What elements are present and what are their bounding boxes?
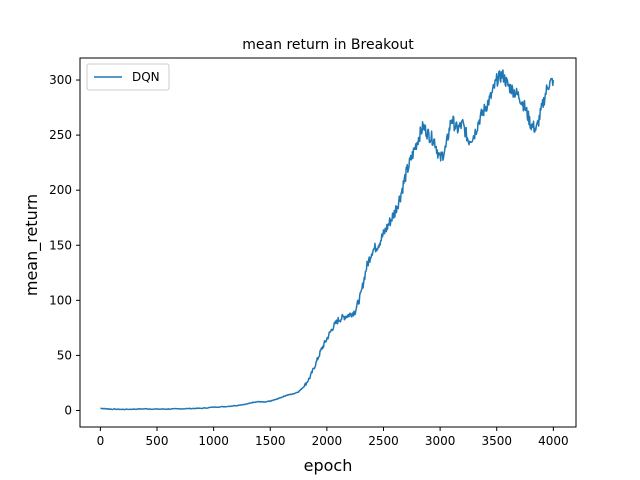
chart-title: mean return in Breakout xyxy=(242,37,414,53)
legend-box xyxy=(86,63,170,91)
legend-label-dqn: DQN xyxy=(132,70,160,84)
y-tick-label: 0 xyxy=(64,403,72,417)
series-layer xyxy=(100,69,555,411)
x-tick-label: 3000 xyxy=(425,434,456,448)
legend: DQN xyxy=(86,63,170,91)
x-tick-label: 0 xyxy=(97,434,105,448)
x-tick-label: 3500 xyxy=(481,434,512,448)
y-tick-label: 200 xyxy=(49,183,72,197)
y-tick-label: 50 xyxy=(57,348,72,362)
x-tick-label: 2000 xyxy=(312,434,343,448)
ticks-layer: 0 500 1000 1500 2000 2500 3000 3500 4000 0 50 100 15… xyxy=(49,73,569,448)
plot-background xyxy=(80,58,576,427)
y-tick-label: 100 xyxy=(49,293,72,307)
x-tick-label: 4000 xyxy=(538,434,569,448)
x-tick-label: 1000 xyxy=(198,434,229,448)
plot-area xyxy=(80,58,576,427)
x-tick-label: 1500 xyxy=(255,434,286,448)
x-tick-label: 500 xyxy=(146,434,169,448)
axes-layer xyxy=(79,57,577,428)
axes-frame xyxy=(79,57,577,428)
x-tick-label: 2500 xyxy=(368,434,399,448)
x-axis-label: epoch xyxy=(304,456,353,475)
series-line-dqn xyxy=(100,69,555,411)
y-tick-label: 300 xyxy=(49,73,72,87)
y-tick-label: 250 xyxy=(49,128,72,142)
y-tick-label: 150 xyxy=(49,238,72,252)
y-axis-label: mean_return xyxy=(22,194,42,296)
